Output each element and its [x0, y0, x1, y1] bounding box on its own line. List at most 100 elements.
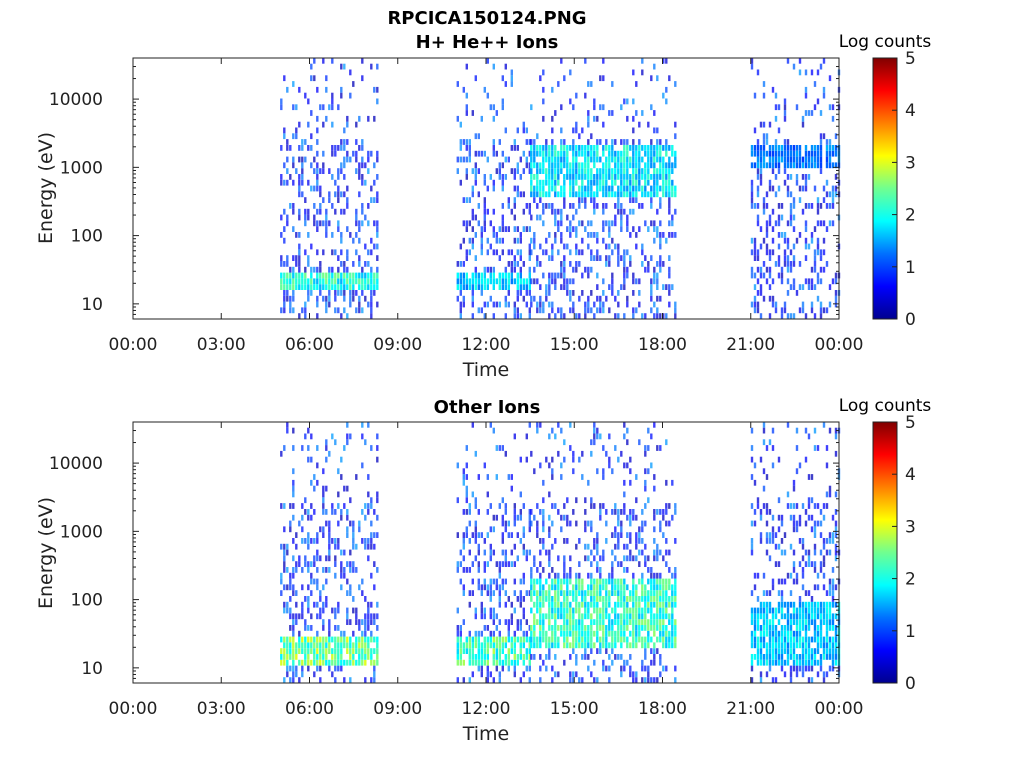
heatmap-cell [804, 255, 808, 261]
y-tick-label: 10000 [49, 454, 103, 474]
heatmap-cell [665, 313, 668, 319]
heatmap-cell [581, 625, 584, 631]
heatmap-cell [551, 613, 554, 620]
heatmap-cell [768, 255, 772, 261]
heatmap-cell [507, 561, 510, 567]
heatmap-cell [364, 272, 367, 279]
heatmap-cell [671, 642, 674, 649]
heatmap-cell [280, 255, 283, 261]
heatmap-cell [777, 214, 781, 221]
heatmap-cell [668, 584, 671, 591]
heatmap-cell [605, 665, 608, 672]
heatmap-cell [489, 278, 492, 285]
heatmap-cell [762, 630, 766, 637]
heatmap-cell [557, 156, 560, 163]
heatmap-cell [554, 284, 557, 290]
heatmap-cell [533, 584, 536, 591]
heatmap-cell [352, 290, 355, 296]
heatmap-cell [659, 313, 662, 319]
heatmap-cell [474, 174, 477, 180]
heatmap-cell [629, 630, 632, 637]
heatmap-cell [340, 249, 343, 256]
heatmap-cell [319, 526, 322, 533]
heatmap-cell [367, 613, 370, 620]
heatmap-cell [328, 659, 331, 666]
heatmap-cell [280, 648, 283, 654]
heatmap-cell [662, 145, 665, 151]
heatmap-cell [566, 601, 569, 608]
heatmap-cell [768, 619, 772, 625]
heatmap-cell [528, 421, 531, 428]
heatmap-cell [340, 139, 343, 145]
heatmap-cell [816, 197, 820, 203]
heatmap-cell [283, 677, 286, 683]
heatmap-cell [471, 301, 474, 308]
heatmap-cell [566, 584, 569, 591]
heatmap-cell [753, 203, 757, 209]
heatmap-cell [626, 607, 629, 614]
heatmap-cell [774, 104, 778, 111]
heatmap-cell [298, 232, 301, 238]
heatmap-cell [750, 520, 754, 527]
heatmap-cell [498, 162, 501, 169]
heatmap-cell [831, 659, 835, 666]
heatmap-cell [816, 98, 820, 105]
heatmap-cell [361, 139, 364, 145]
heatmap-cell [292, 468, 295, 475]
heatmap-cell [789, 266, 793, 273]
heatmap-cell [638, 607, 641, 614]
heatmap-cell [569, 601, 572, 608]
heatmap-cell [611, 290, 614, 296]
heatmap-cell [340, 648, 343, 654]
heatmap-cell [295, 272, 298, 279]
heatmap-cell [617, 636, 620, 643]
heatmap-cell [554, 272, 557, 279]
heatmap-cell [373, 648, 376, 654]
heatmap-cell [322, 197, 325, 203]
heatmap-cell [644, 561, 647, 567]
heatmap-cell [358, 226, 361, 232]
heatmap-cell [753, 572, 757, 579]
heatmap-cell [462, 220, 465, 227]
heatmap-cell [376, 625, 379, 631]
heatmap-cell [557, 613, 560, 620]
heatmap-cell [355, 272, 358, 279]
heatmap-cell [647, 468, 650, 475]
heatmap-cell [605, 642, 608, 649]
heatmap-cell [361, 433, 364, 440]
heatmap-cell [596, 307, 599, 314]
heatmap-cell [777, 150, 781, 157]
heatmap-cell [765, 203, 769, 209]
heatmap-cell [533, 514, 536, 521]
heatmap-cell [626, 179, 629, 186]
heatmap-cell [480, 278, 483, 285]
heatmap-cell [816, 145, 820, 151]
heatmap-cell [319, 596, 322, 602]
heatmap-cell [340, 514, 343, 521]
heatmap-cell [647, 619, 650, 625]
heatmap-cell [828, 284, 832, 290]
heatmap-cell [834, 648, 838, 654]
heatmap-cell [361, 509, 364, 515]
heatmap-cell [298, 191, 301, 198]
heatmap-cell [489, 555, 492, 562]
heatmap-cell [322, 485, 325, 492]
heatmap-cell [759, 642, 763, 649]
heatmap-cell [477, 659, 480, 666]
heatmap-cell [617, 168, 620, 174]
heatmap-cell [834, 532, 838, 538]
heatmap-cell [629, 456, 632, 463]
heatmap-cell [310, 290, 313, 296]
heatmap-cell [507, 596, 510, 602]
heatmap-cell [548, 174, 551, 180]
heatmap-cell [822, 57, 826, 64]
heatmap-cell [557, 174, 560, 180]
heatmap-cell [560, 313, 563, 319]
heatmap-cell [364, 596, 367, 602]
heatmap-cell [629, 619, 632, 625]
heatmap-cell [644, 590, 647, 596]
heatmap-cell [501, 185, 504, 192]
heatmap-cell [551, 625, 554, 631]
heatmap-cell [656, 185, 659, 192]
heatmap-cell [623, 584, 626, 591]
